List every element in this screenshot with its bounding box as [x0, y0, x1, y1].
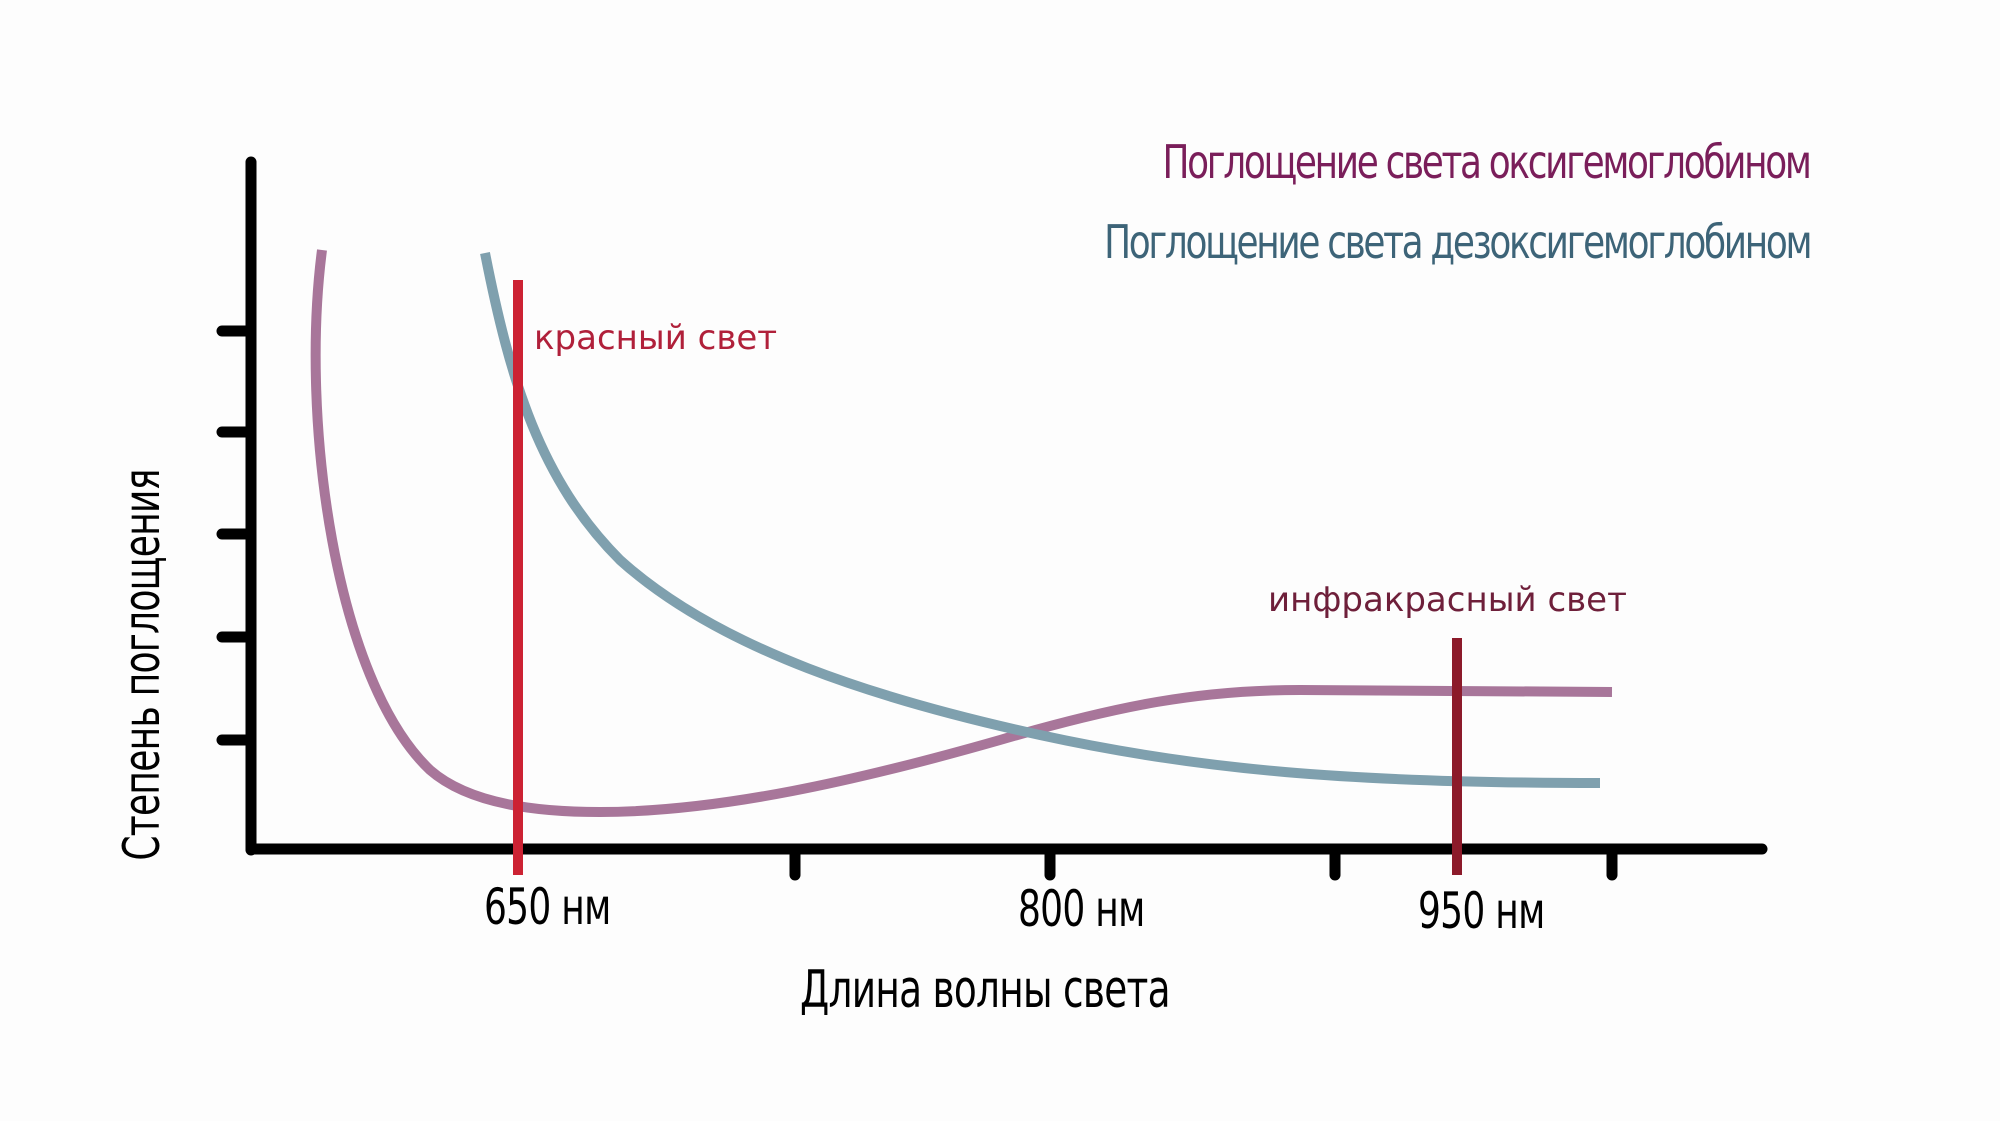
legend-deoxy: Поглощение света дезоксигемоглобином — [1103, 215, 1812, 269]
x-tick-label-950: 950 нм — [1418, 882, 1545, 940]
x-axis-title: Длина волны света — [800, 960, 1171, 1020]
infrared-light-label: инфракрасный свет — [1268, 580, 1627, 620]
x-tick-label-650: 650 нм — [484, 878, 611, 936]
oxy-curve — [310, 249, 1613, 818]
x-tick-label-800: 800 нм — [1018, 880, 1145, 938]
deoxy-curve — [480, 252, 1601, 788]
legend-oxy: Поглощение света оксигемоглобином — [1162, 135, 1812, 189]
y-axis-title: Степень поглощения — [113, 469, 171, 861]
x-ticks — [789, 843, 1618, 881]
red-light-label: красный свет — [534, 318, 778, 358]
y-ticks — [216, 325, 257, 746]
